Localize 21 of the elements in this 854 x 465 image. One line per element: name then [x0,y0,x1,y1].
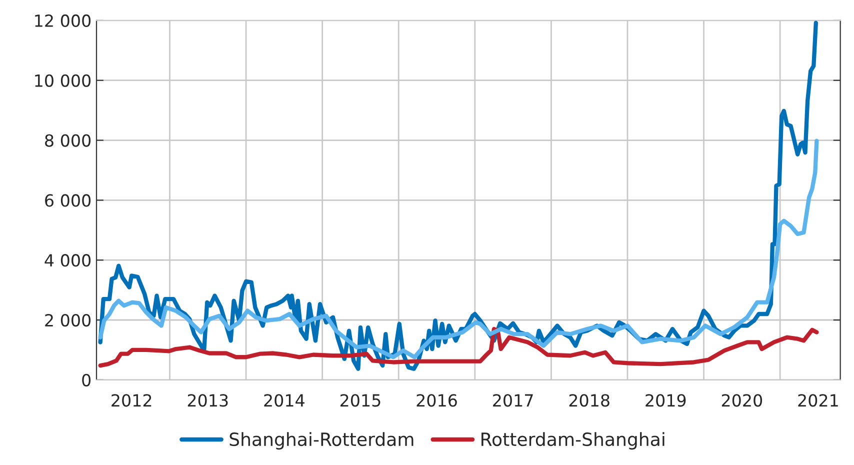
x-tick-label: 2015 [340,394,380,407]
y-tick-label: 10 000 [35,74,91,87]
line-series [98,326,819,368]
x-tick-label: 2013 [188,394,228,407]
x-tick-label: 2016 [416,394,457,407]
y-tick-label: 4 000 [44,254,91,267]
x-tick-label: 2012 [112,394,152,407]
y-tick-label: 12 000 [35,14,91,28]
x-tick-label: 2014 [264,394,304,407]
y-tick-label: 8 000 [45,134,91,147]
y-tick-label: 2 000 [45,314,91,327]
legend-label: Rotterdam-Shanghai [482,432,664,450]
x-tick-label: 2020 [722,394,762,407]
x-tick-label: 2021 [798,394,838,407]
legend-label: Shanghai-Rotterdam [230,432,414,450]
x-tick-label: 2018 [569,394,610,407]
x-tick-label: 2017 [493,394,533,407]
line-series [98,138,819,360]
y-tick-label: 6 000 [45,194,91,207]
y-tick-label: 0 [82,374,91,386]
x-tick-label: 2019 [646,394,686,407]
